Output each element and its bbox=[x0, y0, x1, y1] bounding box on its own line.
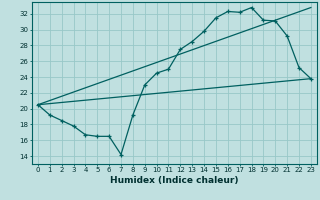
X-axis label: Humidex (Indice chaleur): Humidex (Indice chaleur) bbox=[110, 176, 239, 185]
